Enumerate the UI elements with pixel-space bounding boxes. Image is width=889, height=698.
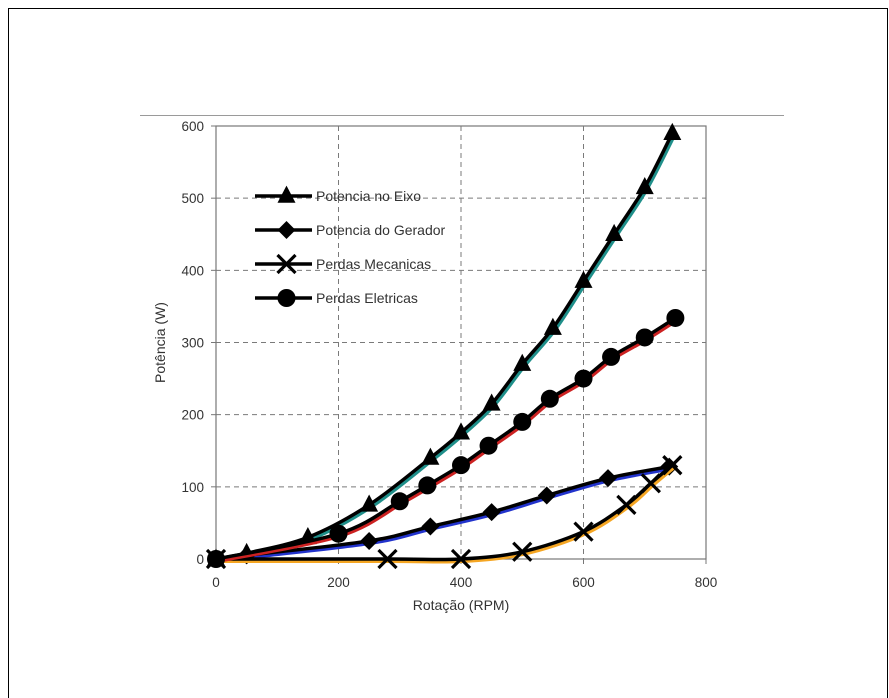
tick-labels: 0 200 400 600 800 0 100 200 300 400 500 600 xyxy=(181,119,717,590)
y-tick-label: 600 xyxy=(181,119,204,134)
data-point-marker xyxy=(421,517,440,536)
x-tick-label: 200 xyxy=(327,575,350,590)
legend-marker xyxy=(277,221,296,239)
data-point-marker xyxy=(450,548,472,570)
data-point-marker xyxy=(329,524,348,543)
data-point-marker xyxy=(513,412,532,431)
data-point-marker xyxy=(663,122,682,140)
x-tick-label: 0 xyxy=(212,575,220,590)
legend-item-perdas-eletricas: Perdas Eletricas xyxy=(255,289,418,307)
x-axis-label: Rotação (RPM) xyxy=(413,597,509,613)
data-point-marker xyxy=(482,503,501,522)
grid-lines xyxy=(216,126,706,559)
data-point-marker xyxy=(421,447,440,465)
data-point-marker xyxy=(540,389,559,408)
y-tick-label: 400 xyxy=(181,263,204,278)
top-rule xyxy=(140,115,784,116)
data-point-marker xyxy=(418,476,437,495)
y-axis-label: Potência (W) xyxy=(152,302,168,383)
legend-item-potencia-do-gerador: Potencia do Gerador xyxy=(255,221,446,239)
legend-label: Perdas Eletricas xyxy=(316,290,418,306)
legend-label: Potencia do Gerador xyxy=(316,222,446,238)
data-point-marker xyxy=(574,369,593,388)
x-marker-stroke xyxy=(377,548,398,570)
y-tick-label: 200 xyxy=(181,408,204,423)
data-point-marker xyxy=(635,328,654,347)
legend-marker xyxy=(276,253,297,275)
data-point-marker xyxy=(599,469,617,488)
data-point-marker xyxy=(513,353,532,371)
legend-marker xyxy=(277,289,296,307)
x-marker-stroke xyxy=(640,473,662,494)
legend-item-potencia-no-eixo: Potencia no Eixo xyxy=(255,185,421,204)
y-tick-label: 300 xyxy=(181,336,204,351)
data-point-marker xyxy=(602,347,621,366)
data-point-marker xyxy=(377,548,398,570)
legend: Potencia no Eixo Potencia do Gerador Perda… xyxy=(255,185,446,307)
data-point-marker xyxy=(360,531,379,550)
data-point-marker xyxy=(537,486,556,505)
series-group xyxy=(205,122,685,570)
data-point-marker xyxy=(574,270,593,288)
data-point-marker xyxy=(635,176,654,195)
y-tick-label: 500 xyxy=(181,191,204,206)
data-point-marker xyxy=(452,422,470,440)
y-tick-label: 100 xyxy=(181,480,204,495)
data-point-marker xyxy=(605,223,624,241)
x-marker-stroke xyxy=(616,494,637,516)
legend-marker xyxy=(277,185,296,203)
x-marker-stroke xyxy=(662,455,683,476)
data-point-marker xyxy=(390,492,409,511)
legend-label: Perdas Mecanicas xyxy=(316,256,431,272)
data-point-marker xyxy=(666,308,685,327)
data-point-marker xyxy=(640,473,662,494)
y-tick-label: 0 xyxy=(196,552,204,567)
data-point-marker xyxy=(360,494,379,512)
figure-frame xyxy=(8,8,888,698)
data-point-marker xyxy=(452,456,470,475)
x-marker-stroke xyxy=(450,548,472,570)
data-point-marker xyxy=(207,550,225,568)
x-tick-label: 600 xyxy=(572,575,595,590)
data-point-marker xyxy=(616,494,637,516)
series-perdas-eletricas xyxy=(207,308,685,568)
data-point-marker xyxy=(479,436,498,455)
x-tick-label: 800 xyxy=(695,575,718,590)
x-marker-stroke xyxy=(573,521,594,542)
x-tick-label: 400 xyxy=(450,575,473,590)
x-marker-stroke xyxy=(276,253,297,275)
data-point-marker xyxy=(512,541,533,562)
data-point-marker xyxy=(543,317,562,335)
x-marker-stroke xyxy=(512,541,533,562)
legend-label: Potencia no Eixo xyxy=(316,188,421,204)
data-point-marker xyxy=(573,521,594,542)
data-point-marker xyxy=(662,455,683,476)
data-point-marker xyxy=(482,393,501,411)
legend-item-perdas-mecanicas: Perdas Mecanicas xyxy=(255,253,431,275)
